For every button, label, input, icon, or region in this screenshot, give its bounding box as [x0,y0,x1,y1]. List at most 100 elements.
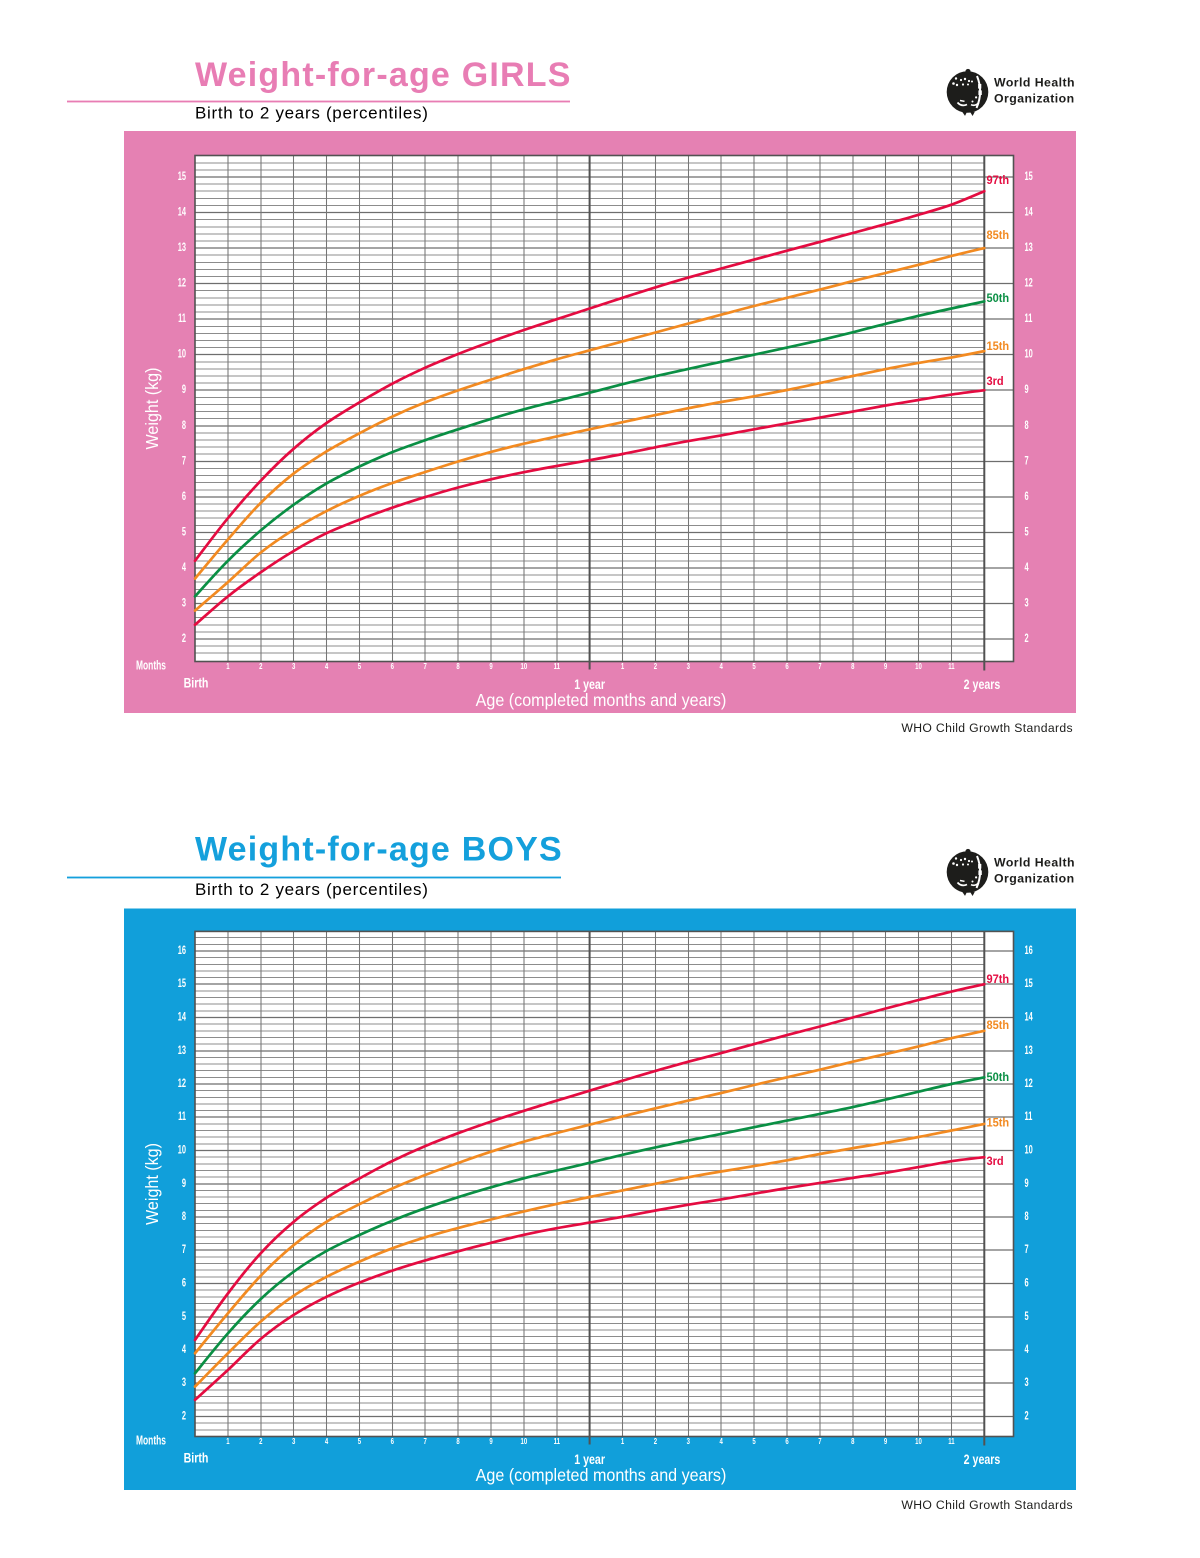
svg-text:15: 15 [1025,170,1034,183]
svg-text:2: 2 [1025,1410,1029,1423]
svg-text:1 year: 1 year [574,1452,605,1468]
svg-text:85th: 85th [987,1020,1010,1032]
svg-text:13: 13 [178,1044,187,1057]
svg-text:11: 11 [948,1436,954,1446]
svg-text:50th: 50th [987,293,1010,305]
svg-text:14: 14 [178,1011,187,1024]
svg-text:9: 9 [1025,1177,1029,1190]
svg-text:8: 8 [182,1210,186,1223]
svg-text:5: 5 [1025,526,1029,539]
svg-text:Months: Months [136,1434,166,1448]
svg-text:3: 3 [292,661,295,671]
svg-text:8: 8 [1025,419,1029,432]
svg-text:5: 5 [752,661,755,671]
svg-text:1: 1 [621,1436,624,1446]
svg-text:5: 5 [358,661,361,671]
svg-text:2: 2 [259,661,262,671]
svg-text:6: 6 [391,661,394,671]
svg-text:12: 12 [1025,277,1034,290]
svg-text:12: 12 [178,1077,187,1090]
svg-text:1: 1 [621,661,624,671]
svg-text:WHO Child Growth Standards: WHO Child Growth Standards [901,1498,1073,1512]
svg-text:10: 10 [178,348,187,361]
svg-text:50th: 50th [987,1072,1010,1084]
svg-text:10: 10 [915,1436,922,1446]
svg-text:8: 8 [851,1436,854,1446]
svg-text:3: 3 [1025,597,1029,610]
svg-text:8: 8 [456,661,459,671]
svg-text:2 years: 2 years [964,1452,1001,1468]
svg-text:9: 9 [1025,384,1029,397]
svg-text:4: 4 [1025,1343,1029,1356]
svg-text:9: 9 [489,1436,492,1446]
svg-text:13: 13 [1025,241,1034,254]
svg-text:3: 3 [182,1377,186,1390]
svg-text:5: 5 [1025,1310,1029,1323]
svg-text:13: 13 [1025,1044,1034,1057]
svg-text:11: 11 [948,661,954,671]
svg-text:4: 4 [720,661,724,671]
svg-text:10: 10 [1025,1144,1034,1157]
svg-text:WHO Child Growth Standards: WHO Child Growth Standards [901,721,1073,735]
svg-text:11: 11 [178,313,186,326]
svg-text:4: 4 [720,1436,724,1446]
svg-text:3rd: 3rd [987,1156,1004,1168]
svg-text:2: 2 [259,1436,262,1446]
svg-text:14: 14 [178,206,187,219]
svg-text:10: 10 [521,661,528,671]
svg-text:3rd: 3rd [987,376,1004,388]
svg-text:Months: Months [136,659,166,673]
svg-text:Birth: Birth [184,675,209,691]
svg-text:4: 4 [325,661,329,671]
svg-text:6: 6 [1025,1277,1029,1290]
svg-text:7: 7 [818,1436,821,1446]
svg-text:4: 4 [325,1436,329,1446]
svg-text:14: 14 [1025,206,1034,219]
svg-text:15: 15 [178,978,187,991]
svg-text:14: 14 [1025,1011,1034,1024]
svg-text:6: 6 [182,1277,186,1290]
svg-text:15: 15 [178,170,187,183]
svg-text:9: 9 [182,384,186,397]
svg-text:5: 5 [182,526,186,539]
svg-text:Age (completed months and year: Age (completed months and years) [476,690,727,710]
svg-text:3: 3 [292,1436,295,1446]
svg-text:Weight (kg): Weight (kg) [143,1143,163,1225]
svg-text:11: 11 [554,661,560,671]
svg-text:7: 7 [1025,1244,1029,1257]
svg-text:1: 1 [226,1436,229,1446]
svg-text:6: 6 [785,1436,788,1446]
svg-text:13: 13 [178,241,187,254]
svg-text:12: 12 [1025,1077,1034,1090]
svg-text:8: 8 [456,1436,459,1446]
svg-text:10: 10 [1025,348,1034,361]
svg-text:10: 10 [521,1436,528,1446]
svg-text:6: 6 [1025,490,1029,503]
svg-text:3: 3 [687,1436,690,1446]
svg-text:8: 8 [851,661,854,671]
svg-text:3: 3 [1025,1377,1029,1390]
svg-text:10: 10 [178,1144,187,1157]
svg-text:8: 8 [1025,1210,1029,1223]
svg-text:1 year: 1 year [574,677,605,693]
svg-text:2: 2 [654,1436,657,1446]
svg-text:2 years: 2 years [964,677,1001,693]
svg-text:1: 1 [226,661,229,671]
svg-text:9: 9 [489,661,492,671]
svg-text:7: 7 [1025,455,1029,468]
svg-text:85th: 85th [987,230,1010,242]
svg-text:Weight (kg): Weight (kg) [143,368,163,450]
svg-text:4: 4 [182,1343,186,1356]
svg-text:2: 2 [1025,632,1029,645]
svg-text:2: 2 [182,632,186,645]
svg-text:11: 11 [554,1436,560,1446]
svg-text:15th: 15th [987,341,1010,353]
svg-text:16: 16 [178,944,187,957]
svg-text:7: 7 [182,1244,186,1257]
svg-text:3: 3 [182,597,186,610]
svg-text:4: 4 [1025,561,1029,574]
svg-text:11: 11 [1025,1111,1033,1124]
svg-text:5: 5 [182,1310,186,1323]
svg-text:Age (completed months and year: Age (completed months and years) [476,1465,727,1485]
svg-text:Birth to 2 years (percentiles): Birth to 2 years (percentiles) [195,880,429,899]
